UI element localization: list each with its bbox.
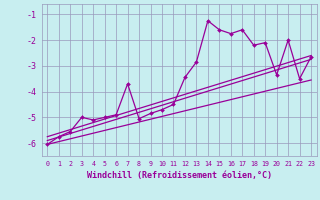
X-axis label: Windchill (Refroidissement éolien,°C): Windchill (Refroidissement éolien,°C): [87, 171, 272, 180]
